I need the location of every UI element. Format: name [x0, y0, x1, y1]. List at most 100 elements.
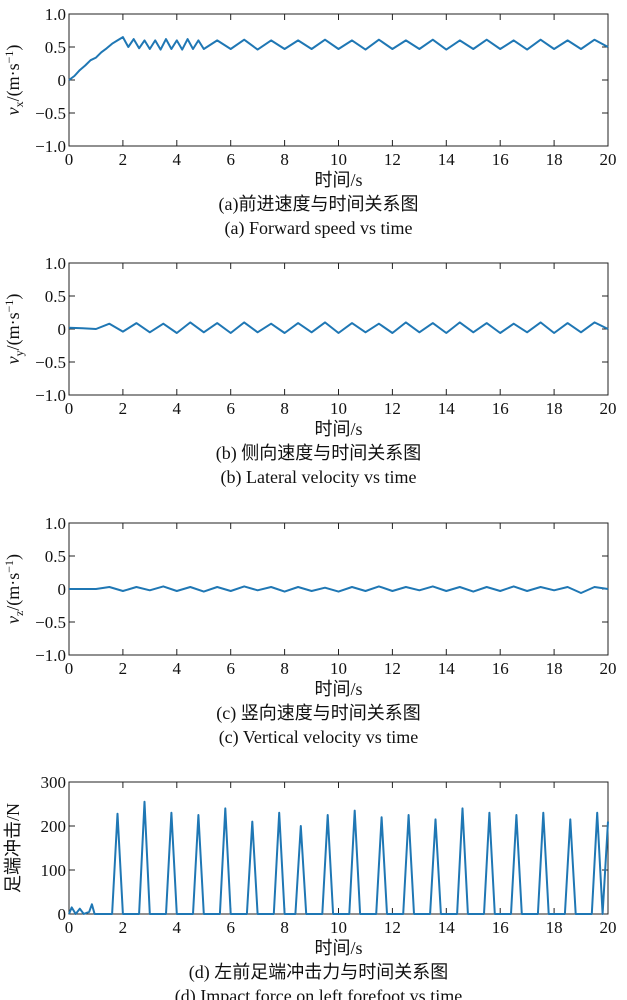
- panel-1: 0 2 4 6 8 10 12 14 16 18 20 1.0 0.5 0 −0.5 −1.0 时间/s vy/(…: [2, 254, 617, 488]
- panel-0: 0 2 4 6 8 10 12 14 16 18 20 1.0 0.5 0 −0.5 −1.0 时间/s vx/(…: [2, 5, 617, 239]
- y-axis-label: vx/(m·s−1): [2, 45, 26, 116]
- caption-english: (c) Vertical velocity vs time: [219, 727, 419, 748]
- x-tick-label: 6: [226, 918, 235, 937]
- plot-frame: [68, 13, 609, 147]
- x-tick-label: 12: [384, 399, 401, 418]
- x-tick-label: 8: [280, 659, 289, 678]
- x-tick-label: 18: [546, 659, 563, 678]
- x-tick-label: 20: [600, 399, 617, 418]
- y-tick-label: −0.5: [35, 613, 66, 632]
- y-tick-label: −0.5: [35, 104, 66, 123]
- x-tick-label: 20: [600, 918, 617, 937]
- x-tick-label: 6: [226, 659, 235, 678]
- y-tick-label: −1.0: [35, 386, 66, 405]
- series-line: [68, 800, 609, 915]
- y-axis-label-part: x: [12, 101, 26, 107]
- x-axis-label: 时间/s: [314, 938, 362, 958]
- x-tick-label: 12: [384, 918, 401, 937]
- y-axis-label-part: y: [12, 350, 26, 356]
- y-tick-label: 0: [58, 320, 67, 339]
- x-tick-label: 2: [119, 659, 128, 678]
- caption-chinese: (c) 竖向速度与时间关系图: [216, 703, 420, 724]
- x-tick-label: 4: [173, 150, 182, 169]
- x-tick-label: 20: [600, 659, 617, 678]
- x-tick-label: 0: [65, 399, 74, 418]
- y-tick-label: 0: [58, 580, 67, 599]
- y-tick-label: 100: [41, 861, 67, 880]
- x-tick-label: 8: [280, 918, 289, 937]
- y-tick-label: 0: [58, 905, 67, 924]
- x-tick-label: 0: [65, 150, 74, 169]
- y-axis-label: vy/(m·s−1): [2, 294, 26, 365]
- y-tick-label: 0: [58, 71, 67, 90]
- x-tick-label: 14: [438, 150, 456, 169]
- x-tick-label: 12: [384, 150, 401, 169]
- y-axis-label-part: /(m·s: [3, 573, 24, 611]
- panel-3: 0 2 4 6 8 10 12 14 16 18 20 300 200 100 0 时间/s 足端冲击/N (d)…: [3, 773, 617, 1000]
- x-tick-label: 18: [546, 150, 563, 169]
- y-tick-label: 1.0: [45, 5, 66, 24]
- y-tick-label: −1.0: [35, 137, 66, 156]
- caption-chinese: (d) 左前足端冲击力与时间关系图: [189, 962, 449, 983]
- x-tick-label: 10: [330, 399, 347, 418]
- x-tick-label: 2: [119, 399, 128, 418]
- y-axis-label-part: ): [3, 554, 24, 560]
- x-tick-label: 18: [546, 918, 563, 937]
- y-tick-label: 1.0: [45, 254, 66, 273]
- x-tick-label: 16: [492, 918, 509, 937]
- x-tick-label: 2: [119, 918, 128, 937]
- plot-frame: [68, 262, 609, 396]
- x-tick-label: 4: [173, 399, 182, 418]
- x-tick-label: 10: [330, 150, 347, 169]
- x-tick-label: 16: [492, 399, 509, 418]
- y-axis-label-part: −1: [2, 300, 16, 313]
- plot-frame: [68, 522, 609, 656]
- x-tick-label: 16: [492, 150, 509, 169]
- y-tick-label: 200: [41, 817, 67, 836]
- x-tick-label: 12: [384, 659, 401, 678]
- x-tick-label: 10: [330, 918, 347, 937]
- y-axis-label-part: v: [3, 616, 23, 624]
- y-tick-label: 300: [41, 773, 67, 792]
- x-tick-label: 16: [492, 659, 509, 678]
- y-axis-label-part: ): [3, 294, 24, 300]
- x-tick-label: 4: [173, 918, 182, 937]
- x-tick-label: 20: [600, 150, 617, 169]
- x-tick-label: 14: [438, 659, 456, 678]
- series-line: [69, 585, 609, 594]
- y-axis-label-part: −1: [2, 560, 16, 573]
- x-axis-label: 时间/s: [314, 170, 362, 190]
- y-tick-label: 0.5: [45, 38, 66, 57]
- caption-english: (a) Forward speed vs time: [225, 218, 413, 239]
- x-tick-label: 0: [65, 918, 74, 937]
- x-tick-label: 0: [65, 659, 74, 678]
- y-tick-label: −1.0: [35, 646, 66, 665]
- x-tick-label: 4: [173, 659, 182, 678]
- y-axis-label-part: v: [3, 107, 23, 115]
- y-axis-label-part: z: [12, 611, 26, 616]
- y-tick-label: −0.5: [35, 353, 66, 372]
- y-axis-label-part: v: [3, 356, 23, 364]
- x-tick-label: 6: [226, 150, 235, 169]
- series-line: [68, 321, 609, 334]
- y-axis-label-part: ): [3, 45, 24, 51]
- y-tick-label: 0.5: [45, 287, 66, 306]
- x-tick-label: 14: [438, 399, 456, 418]
- caption-english: (d) Impact force on left forefoot vs tim…: [175, 986, 462, 1000]
- x-axis-label: 时间/s: [314, 679, 362, 699]
- caption-chinese: (a)前进速度与时间关系图: [219, 194, 419, 215]
- x-tick-label: 8: [280, 150, 289, 169]
- y-tick-label: 0.5: [45, 547, 66, 566]
- x-tick-label: 8: [280, 399, 289, 418]
- x-tick-label: 14: [438, 918, 456, 937]
- y-axis-label-part: /(m·s: [3, 312, 24, 350]
- y-axis-label: vz/(m·s−1): [2, 554, 26, 624]
- y-axis-label-part: −1: [2, 51, 16, 64]
- caption-english: (b) Lateral velocity vs time: [221, 467, 417, 488]
- x-tick-label: 10: [330, 659, 347, 678]
- x-tick-label: 6: [226, 399, 235, 418]
- y-axis-label: 足端冲击/N: [3, 803, 23, 893]
- y-tick-label: 1.0: [45, 514, 66, 533]
- panel-2: 0 2 4 6 8 10 12 14 16 18 20 1.0 0.5 0 −0.5 −1.0 时间/s vz/(…: [2, 514, 617, 748]
